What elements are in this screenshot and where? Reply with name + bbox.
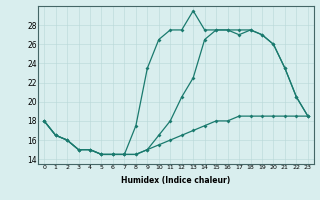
X-axis label: Humidex (Indice chaleur): Humidex (Indice chaleur)	[121, 176, 231, 185]
